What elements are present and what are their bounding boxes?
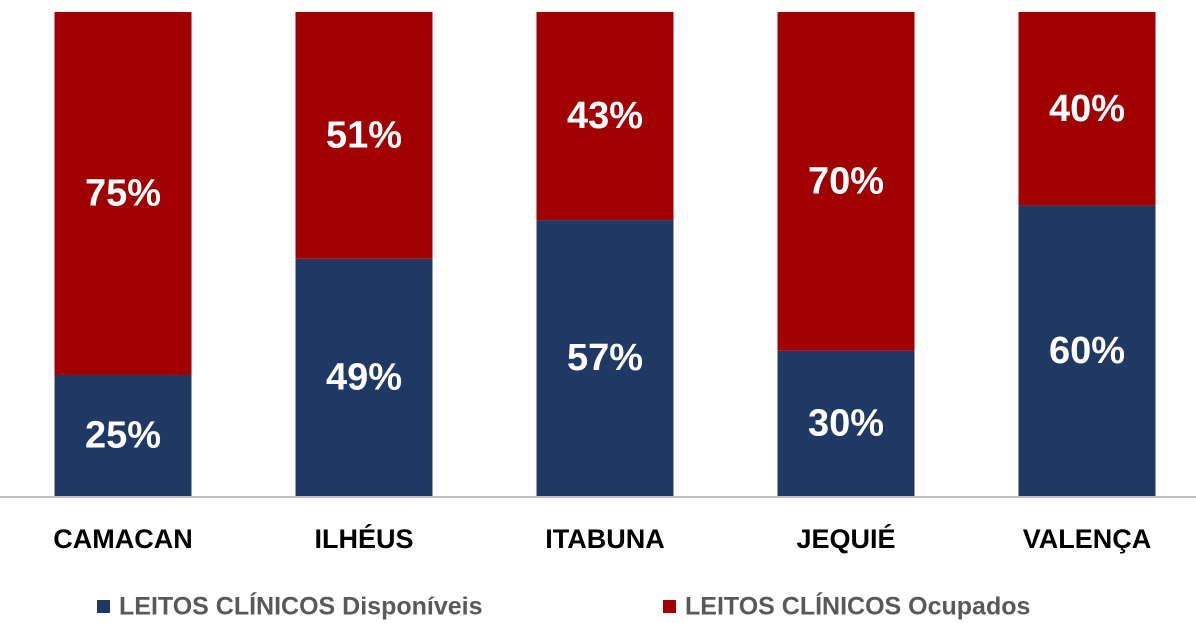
data-label: 70% <box>808 160 884 202</box>
data-label: 60% <box>1049 330 1125 372</box>
data-label: 40% <box>1049 88 1125 130</box>
x-tick-label: JEQUIÉ <box>796 523 895 554</box>
data-label: 25% <box>85 415 161 457</box>
data-label: 30% <box>808 402 884 444</box>
data-label: 57% <box>567 337 643 379</box>
data-label: 75% <box>85 173 161 215</box>
data-label: 49% <box>326 356 402 398</box>
legend-swatch <box>97 600 110 613</box>
x-tick-label: ILHÉUS <box>314 523 413 554</box>
legend-label: LEITOS CLÍNICOS Ocupados <box>685 592 1030 621</box>
bar-segment <box>536 220 674 496</box>
legend-label: LEITOS CLÍNICOS Disponíveis <box>119 592 483 621</box>
bar-segment <box>54 375 192 496</box>
bar-segment <box>1018 205 1156 496</box>
x-tick-label: ITABUNA <box>545 524 664 554</box>
x-tick-label: VALENÇA <box>1023 524 1152 554</box>
x-tick-label: CAMACAN <box>53 524 192 554</box>
legend-swatch <box>663 600 676 613</box>
bar-segment <box>54 12 192 375</box>
bar-segment <box>295 258 433 496</box>
bar-segment <box>1018 12 1156 206</box>
bar-segment <box>777 12 915 351</box>
bar-segment <box>777 350 915 496</box>
data-label: 51% <box>326 114 402 156</box>
bar-segment <box>295 12 433 259</box>
bar-segment <box>536 12 674 221</box>
data-label: 43% <box>567 95 643 137</box>
